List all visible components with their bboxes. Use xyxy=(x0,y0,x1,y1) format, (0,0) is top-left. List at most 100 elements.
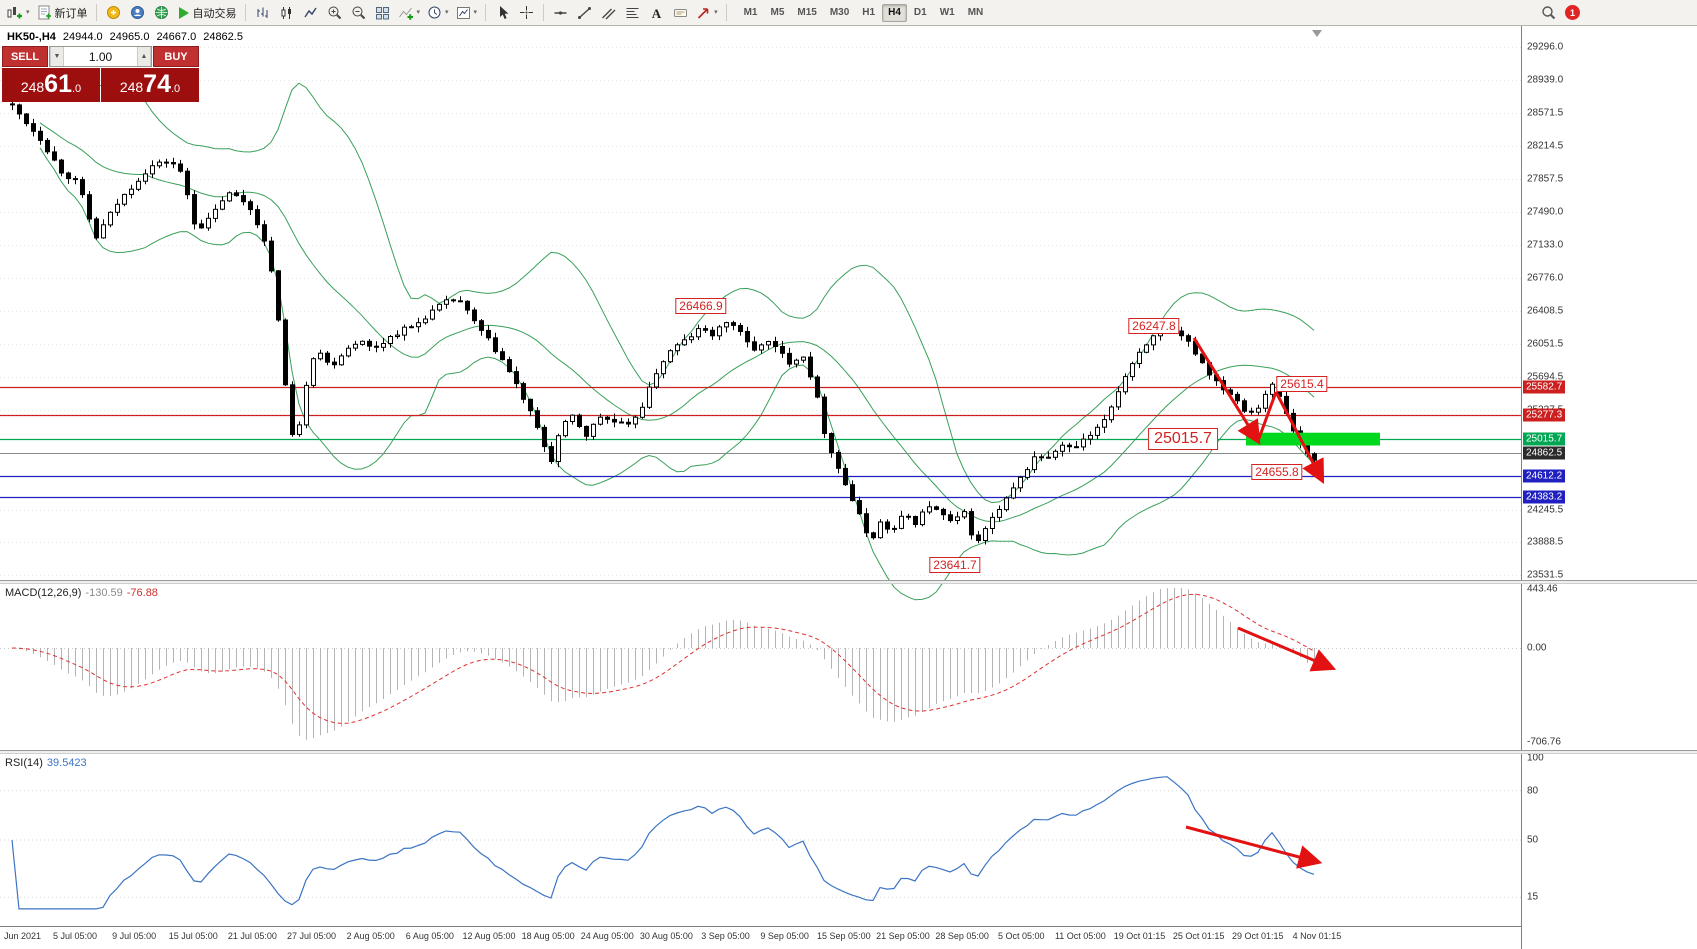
level-price-label: 25015.7 xyxy=(1523,432,1566,446)
new-chart-button[interactable]: ▾ xyxy=(4,2,33,23)
highlight-zone[interactable] xyxy=(1246,432,1380,446)
zoom-in-button[interactable] xyxy=(323,2,346,23)
clock-icon xyxy=(428,6,441,19)
timeframe-mn[interactable]: MN xyxy=(967,6,984,18)
chevron-down-icon: ▾ xyxy=(445,9,449,16)
price-annotation[interactable]: 26466.9 xyxy=(675,298,727,315)
timeframe-m5[interactable]: M5 xyxy=(770,6,785,18)
periods-button[interactable]: ▾ xyxy=(424,2,452,23)
price-annotation[interactable]: 25015.7 xyxy=(1148,428,1218,451)
channel-button[interactable] xyxy=(597,2,620,23)
macd-main-value: -130.59 xyxy=(85,587,123,599)
cursor-button[interactable] xyxy=(491,2,514,23)
market-watch-button[interactable] xyxy=(126,2,149,23)
time-tick-label: 28 Sep 05:00 xyxy=(935,931,989,941)
text-button[interactable]: A xyxy=(645,2,668,23)
tile-windows-icon xyxy=(375,6,389,19)
timeframe-w1[interactable]: W1 xyxy=(939,6,955,18)
fibonacci-button[interactable] xyxy=(621,2,644,23)
timeframe-m30[interactable]: M30 xyxy=(829,6,850,18)
crosshair-button[interactable] xyxy=(515,2,538,23)
volume-input[interactable] xyxy=(64,47,137,66)
macd-histogram xyxy=(19,588,1315,740)
rsi-axis-label: 100 xyxy=(1527,752,1544,764)
sell-button[interactable]: SELL xyxy=(2,46,48,67)
rsi-label: RSI(14) 39.5423 xyxy=(5,757,87,769)
buy-button[interactable]: BUY xyxy=(153,46,199,67)
time-axis[interactable]: Jun 2021 5 Jul 05:00 9 Jul 05:00 15 Jul 05:… xyxy=(0,926,1521,949)
time-tick-label: Jun 2021 xyxy=(4,931,42,941)
time-tick-label: 19 Oct 01:15 xyxy=(1113,931,1166,941)
line-chart-button[interactable] xyxy=(299,2,322,23)
timeframe-h1[interactable]: H1 xyxy=(862,6,876,18)
autotrade-button[interactable]: 自动交易 xyxy=(174,2,240,23)
buy-price[interactable]: 248 74.0 xyxy=(101,68,199,102)
timeframe-m1[interactable]: M1 xyxy=(743,6,758,18)
trendline-button[interactable] xyxy=(573,2,596,23)
trend-arrows[interactable] xyxy=(1192,337,1325,484)
crosshair-icon xyxy=(520,6,534,19)
time-tick-label: 11 Oct 05:00 xyxy=(1054,931,1106,941)
price-annotation[interactable]: 25615.4 xyxy=(1276,376,1328,393)
level-price-label: 24383.2 xyxy=(1523,490,1566,504)
price-tick-label: 29296.0 xyxy=(1527,41,1564,53)
quote-high: 24965.0 xyxy=(109,31,150,43)
time-tick-label: 4 Nov 01:15 xyxy=(1292,931,1342,941)
timeframe-h4[interactable]: H4 xyxy=(882,3,907,22)
price-tick-label: 27490.0 xyxy=(1527,206,1564,218)
community-button[interactable] xyxy=(150,2,173,23)
templates-button[interactable]: ▾ xyxy=(453,2,481,23)
horizontal-line-button[interactable] xyxy=(549,2,572,23)
sell-price[interactable]: 248 61.0 xyxy=(2,68,100,102)
price-axis[interactable]: 29296.0 28939.0 28571.5 28214.5 27857.5 27490… xyxy=(1521,26,1697,949)
arrow-tool-button[interactable]: ▾ xyxy=(693,2,721,23)
cursor-icon xyxy=(499,6,508,19)
new-order-button[interactable]: 新订单 xyxy=(34,2,91,23)
chart-canvas[interactable] xyxy=(0,26,1522,949)
zoom-out-button[interactable] xyxy=(347,2,370,23)
rsi-line xyxy=(11,776,1315,910)
volume-increase-button[interactable]: ▲ xyxy=(137,47,151,66)
time-tick-label: 24 Aug 05:00 xyxy=(580,931,634,941)
timeframe-toolbar: M1 M5 M15 M30 H1 H4 D1 W1 MN xyxy=(738,3,990,22)
macd-trend-arrow[interactable] xyxy=(1237,626,1337,672)
rsi-name: RSI(14) xyxy=(5,757,43,769)
main-macd-separator[interactable] xyxy=(0,580,1697,584)
rsi-axis-label: 50 xyxy=(1527,834,1539,846)
toolbar-separator xyxy=(725,4,727,21)
indicators-button[interactable]: ▾ xyxy=(395,2,424,23)
search-button[interactable] xyxy=(1537,2,1560,23)
candlesticks[interactable] xyxy=(10,100,1317,545)
new-order-label: 新订单 xyxy=(54,7,88,20)
timeframe-d1[interactable]: D1 xyxy=(913,6,927,18)
sell-price-suffix: .0 xyxy=(71,83,82,95)
toolbar-separator xyxy=(485,4,487,21)
volume-decrease-button[interactable]: ▼ xyxy=(50,47,64,66)
rsi-trend-arrow[interactable] xyxy=(1185,825,1323,869)
horizontal-line-icon xyxy=(554,10,567,15)
time-tick-label: 9 Jul 05:00 xyxy=(112,931,157,941)
buy-price-suffix: .0 xyxy=(170,83,181,95)
autotrade-label: 自动交易 xyxy=(192,7,237,20)
metaeditor-button[interactable] xyxy=(102,2,125,23)
arrow-shape-icon xyxy=(697,7,709,19)
new-chart-icon xyxy=(7,7,22,19)
macd-rsi-separator[interactable] xyxy=(0,750,1697,754)
chevron-down-icon: ▾ xyxy=(473,9,478,16)
bar-chart-button[interactable] xyxy=(251,2,274,23)
price-annotation[interactable]: 24655.8 xyxy=(1251,464,1303,481)
time-tick-label: 3 Sep 05:00 xyxy=(701,931,750,941)
search-icon xyxy=(1542,6,1556,20)
volume-field: ▼ ▲ xyxy=(49,46,152,67)
timeframe-m15[interactable]: M15 xyxy=(797,6,817,18)
price-annotation[interactable]: 26247.8 xyxy=(1128,318,1180,335)
chart-shift-marker[interactable] xyxy=(1312,30,1322,37)
toolbar: ▾ 新订单 自动交易 ▾ ▾ ▾ xyxy=(0,0,1697,26)
price-annotation[interactable]: 23641.7 xyxy=(929,556,981,573)
text-label-button[interactable] xyxy=(669,2,692,23)
candlestick-chart-button[interactable] xyxy=(275,2,298,23)
notifications-badge[interactable]: 1 xyxy=(1565,5,1580,20)
tile-windows-button[interactable] xyxy=(371,2,394,23)
price-tick-label: 26408.5 xyxy=(1527,305,1564,317)
time-tick-label: 5 Oct 05:00 xyxy=(997,931,1045,941)
